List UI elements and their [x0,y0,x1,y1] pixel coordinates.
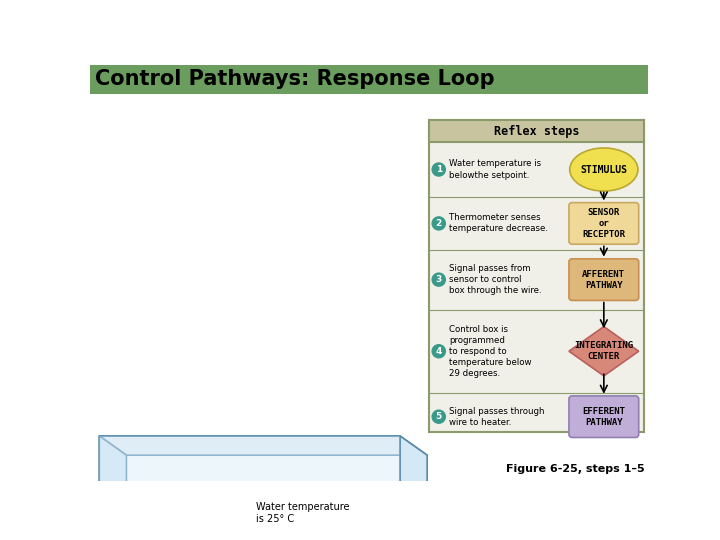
Polygon shape [99,436,400,540]
Circle shape [432,217,446,230]
Text: Signal passes from
sensor to control
box through the wire.: Signal passes from sensor to control box… [449,264,541,295]
Text: Control Pathways: Response Loop: Control Pathways: Response Loop [96,70,495,90]
Polygon shape [400,436,427,540]
FancyBboxPatch shape [90,65,648,94]
Text: 1: 1 [436,165,442,174]
Circle shape [432,273,446,286]
Polygon shape [127,455,427,540]
Polygon shape [99,436,427,455]
Text: Signal passes through
wire to heater.: Signal passes through wire to heater. [449,407,544,427]
Text: 5: 5 [436,412,442,421]
Text: Thermometer senses
temperature decrease.: Thermometer senses temperature decrease. [449,213,548,233]
Polygon shape [569,327,639,376]
Text: 4: 4 [436,347,442,356]
Polygon shape [99,533,400,540]
Text: Control box is
programmed
to respond to
temperature below
29 degrees.: Control box is programmed to respond to … [449,325,531,378]
Circle shape [432,410,446,423]
Text: Water temperature
is 25° C: Water temperature is 25° C [256,502,349,524]
FancyBboxPatch shape [429,120,644,432]
Ellipse shape [570,148,638,191]
Circle shape [432,163,446,176]
Polygon shape [99,436,127,540]
Text: 3: 3 [436,275,442,284]
Polygon shape [127,527,427,540]
Text: EFFERENT
PATHWAY: EFFERENT PATHWAY [582,407,626,427]
Circle shape [238,507,251,519]
Text: 2: 2 [436,219,442,228]
FancyBboxPatch shape [569,259,639,300]
Text: SENSOR
or
RECEPTOR: SENSOR or RECEPTOR [582,208,626,239]
Text: Water temperature is
belowthe setpoint.: Water temperature is belowthe setpoint. [449,159,541,180]
Text: INTEGRATING
CENTER: INTEGRATING CENTER [575,341,634,361]
Text: Reflex steps: Reflex steps [494,125,580,138]
FancyBboxPatch shape [429,120,644,142]
Text: AFFERENT
PATHWAY: AFFERENT PATHWAY [582,269,626,289]
FancyBboxPatch shape [569,202,639,244]
Text: 1: 1 [242,509,248,517]
Text: Figure 6-25, steps 1–5: Figure 6-25, steps 1–5 [505,464,644,475]
Text: STIMULUS: STIMULUS [580,165,627,174]
FancyBboxPatch shape [569,396,639,437]
Circle shape [432,345,446,358]
